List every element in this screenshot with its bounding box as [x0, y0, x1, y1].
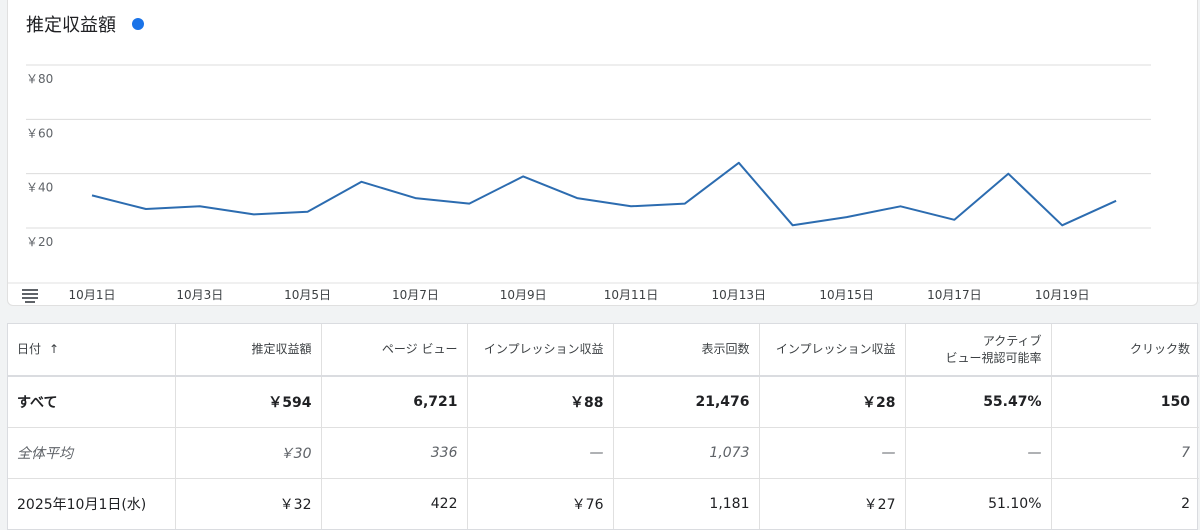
table-row-total: すべて ￥594 6,721 ￥88 21,476 ￥28 55.47% 150	[8, 376, 1199, 427]
data-point[interactable]	[787, 219, 799, 231]
cell-value: 1,181	[613, 478, 760, 529]
cell-value: —	[759, 427, 906, 478]
date-column-header[interactable]: 日付 ↑	[8, 324, 176, 377]
y-tick-label: ￥40	[26, 181, 53, 195]
data-point[interactable]	[356, 176, 368, 188]
data-point[interactable]	[409, 192, 421, 204]
cell-value: 422	[321, 478, 468, 529]
data-point[interactable]	[571, 192, 583, 204]
clicks-header[interactable]: クリック数	[1051, 324, 1199, 377]
impressions-header[interactable]: 表示回数	[613, 324, 760, 377]
line-chart: ￥80 ￥60 ￥40 ￥20 10月1日 10月3日 10月5日 10月7日 10月9日 10…	[8, 64, 1199, 303]
cell-value: ￥27	[759, 478, 906, 529]
data-point[interactable]	[86, 189, 98, 201]
data-point[interactable]	[948, 214, 960, 226]
x-tick-label: 10月17日	[927, 288, 982, 302]
active-view-header-line2: ビュー視認可能率	[945, 350, 1042, 365]
date-header-label: 日付	[17, 342, 42, 356]
row-label: すべて	[8, 376, 176, 427]
data-point[interactable]	[517, 170, 529, 182]
cell-value: ￥28	[759, 376, 906, 427]
data-point[interactable]	[1002, 168, 1014, 180]
data-point[interactable]	[1056, 219, 1068, 231]
series-line[interactable]	[91, 161, 1117, 227]
data-point[interactable]	[302, 206, 314, 218]
cell-value: 336	[321, 427, 468, 478]
cell-value: ￥594	[175, 376, 322, 427]
data-point[interactable]	[140, 203, 152, 215]
x-tick-label: 10月3日	[176, 288, 223, 302]
y-tick-label: ￥80	[26, 72, 53, 86]
sort-ascending-icon[interactable]: ↑	[49, 342, 60, 356]
cell-value: 7	[1181, 444, 1190, 461]
cell-value: 2	[1181, 495, 1190, 512]
data-point[interactable]	[733, 157, 745, 169]
cell-value: 21,476	[613, 376, 760, 427]
x-tick-label: 10月13日	[712, 288, 767, 302]
cell-value: ￥32	[175, 478, 322, 529]
chart-card: 推定収益額 ￥80 ￥60 ￥40 ￥20 10月1日 10月3日 10月5日 10月7日 1…	[7, 0, 1199, 306]
cell-value: ￥76	[467, 478, 614, 529]
table-row: 2025年10月1日(水) ￥32 422 ￥76 1,181 ￥27 51.1…	[8, 478, 1199, 529]
cell-value: 150	[1160, 393, 1190, 410]
active-view-header-line1: アクティブ	[982, 333, 1042, 348]
x-tick-label: 10月7日	[392, 288, 439, 302]
y-tick-label: ￥60	[26, 126, 53, 140]
data-point[interactable]	[895, 200, 907, 212]
x-tick-label: 10月19日	[1035, 288, 1090, 302]
cell-value: 1,073	[613, 427, 760, 478]
chart-title: 推定収益額	[26, 11, 144, 37]
impression-revenue-header[interactable]: インプレッション収益	[467, 324, 614, 377]
data-point[interactable]	[625, 200, 637, 212]
table-header-row: 日付 ↑ 推定収益額 ページ ビュー インプレッション収益 表示回数 インプレッシ…	[8, 324, 1199, 377]
estimated-revenue-header[interactable]: 推定収益額	[175, 324, 322, 377]
data-point[interactable]	[841, 211, 853, 223]
impression-revenue-rpm-header[interactable]: インプレッション収益	[759, 324, 906, 377]
cell-value: 55.47%	[905, 376, 1052, 427]
x-tick-label: 10月1日	[69, 288, 116, 302]
cell-value: —	[467, 427, 614, 478]
row-label: 全体平均	[8, 427, 176, 478]
data-point[interactable]	[463, 198, 475, 210]
cell-value: 51.10%	[905, 478, 1052, 529]
x-tick-label: 10月5日	[284, 288, 331, 302]
active-view-viewable-header[interactable]: アクティブ ビュー視認可能率	[905, 324, 1052, 377]
y-tick-label: ￥20	[26, 235, 53, 249]
table-row-average: 全体平均 ￥30 336 — 1,073 — — 7	[8, 427, 1199, 478]
data-point[interactable]	[679, 198, 691, 210]
chart-title-text: 推定収益額	[26, 15, 116, 36]
data-point[interactable]	[1110, 195, 1122, 207]
cell-value: 6,721	[321, 376, 468, 427]
row-label: 2025年10月1日(水)	[8, 478, 176, 529]
x-tick-label: 10月9日	[500, 288, 547, 302]
cell-value: ￥88	[467, 376, 614, 427]
x-tick-label: 10月11日	[604, 288, 659, 302]
chart-menu-icon[interactable]	[22, 289, 38, 303]
series-indicator-dot[interactable]	[132, 18, 144, 30]
page-views-header[interactable]: ページ ビュー	[321, 324, 468, 377]
cell-value: ￥30	[175, 427, 322, 478]
data-table: 日付 ↑ 推定収益額 ページ ビュー インプレッション収益 表示回数 インプレッシ…	[8, 324, 1199, 529]
x-tick-label: 10月15日	[819, 288, 874, 302]
data-point[interactable]	[194, 200, 206, 212]
data-point[interactable]	[248, 208, 260, 220]
data-table-card: 日付 ↑ 推定収益額 ページ ビュー インプレッション収益 表示回数 インプレッシ…	[7, 323, 1199, 530]
cell-value: —	[905, 427, 1052, 478]
